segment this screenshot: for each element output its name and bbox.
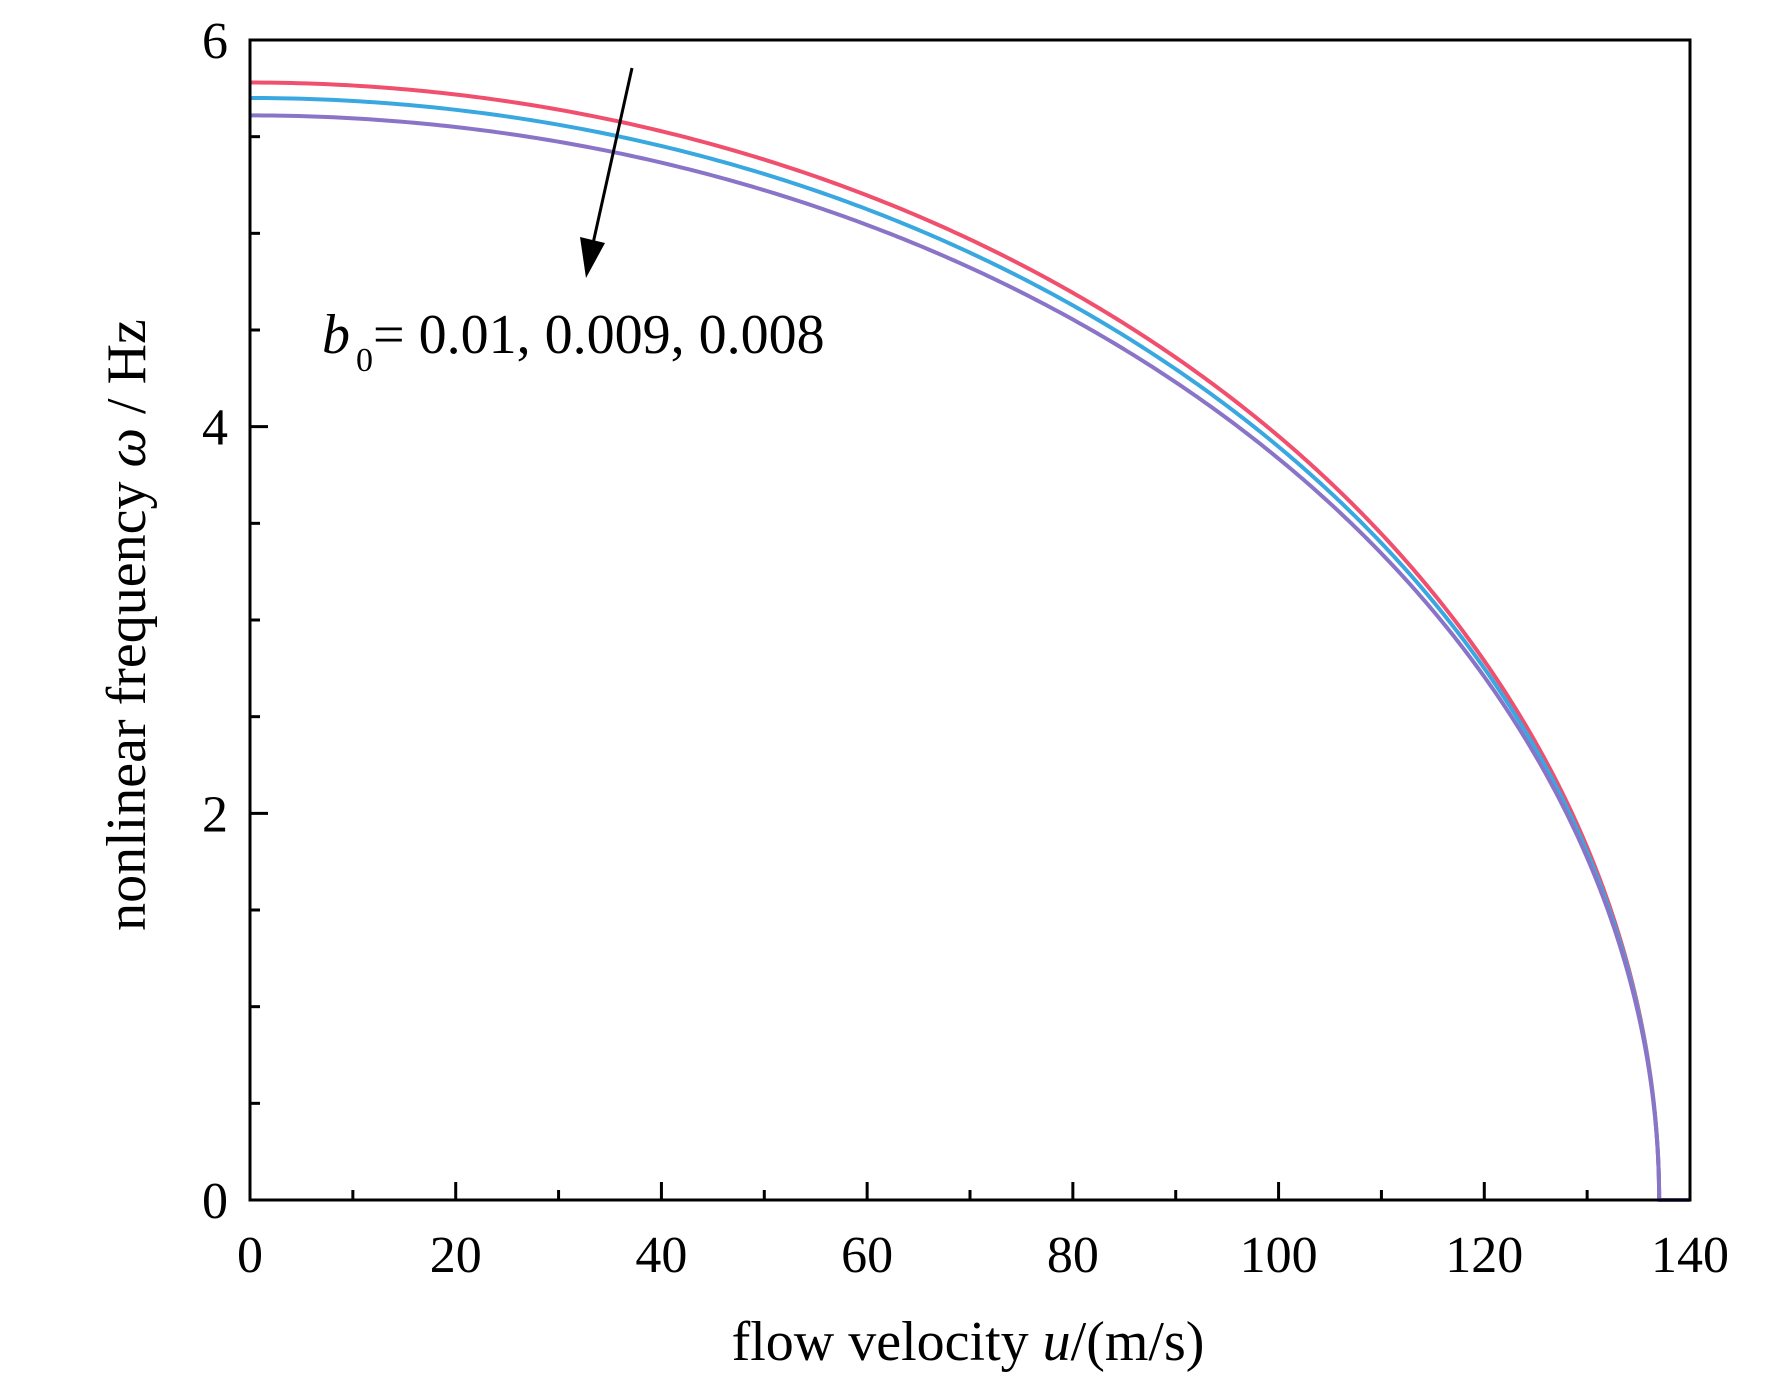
annotation-arrow [590, 67, 634, 249]
x-axis-unit: /(m/s) [1071, 1311, 1205, 1373]
annotation-label: b 0= 0.01, 0.009, 0.008 [322, 304, 825, 379]
x-tick-label: 0 [237, 1227, 263, 1284]
y-tick-label: 0 [202, 1173, 228, 1230]
annotation-values: = 0.01, 0.009, 0.008 [373, 304, 825, 366]
y-axis-label: nonlinear frequency ω / Hz [96, 319, 158, 931]
x-tick-label: 100 [1240, 1227, 1318, 1284]
y-tick-label: 6 [202, 13, 228, 70]
annotation-variable: b [322, 304, 350, 366]
y-axis-unit: / Hz [96, 319, 158, 428]
x-axis-variable: u [1043, 1311, 1071, 1373]
y-axis-variable: ω [96, 428, 158, 468]
x-tick-label: 80 [1047, 1227, 1099, 1284]
x-tick-label: 140 [1651, 1227, 1729, 1284]
annotation-subscript: 0 [356, 342, 373, 379]
series-lines [249, 80, 1690, 1202]
x-tick-label: 60 [841, 1227, 893, 1284]
x-axis-label: flow velocity u/(m/s) [732, 1311, 1205, 1373]
x-tick-label: 120 [1445, 1227, 1523, 1284]
series-line-3 [249, 113, 1690, 1202]
y-axis-label-prefix: nonlinear frequency [96, 468, 158, 931]
tick-labels: 0 20 40 60 80 100 120 140 0 2 4 6 [202, 13, 1729, 1284]
y-tick-label: 4 [202, 400, 228, 457]
axis-ticks [248, 38, 1692, 1202]
y-tick-label: 2 [202, 786, 228, 843]
annotation-arrowhead [580, 237, 605, 278]
series-line-1 [249, 80, 1690, 1202]
x-tick-label: 40 [635, 1227, 687, 1284]
plot-frame [248, 38, 1692, 1202]
x-axis-label-prefix: flow velocity [732, 1311, 1043, 1373]
x-tick-label: 20 [430, 1227, 482, 1284]
